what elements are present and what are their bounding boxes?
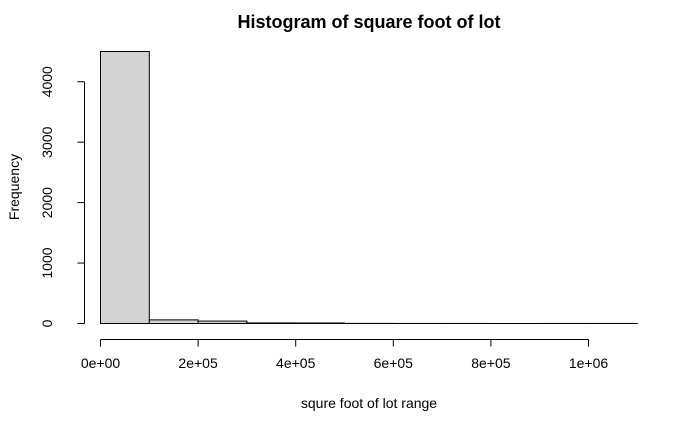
x-axis: 0e+00 2e+05 4e+05 6e+05 8e+05 1e+06 [81, 339, 609, 371]
x-tick-label: 2e+05 [178, 355, 218, 371]
x-tick-label: 0e+00 [81, 355, 121, 371]
x-tick-label: 4e+05 [276, 355, 316, 371]
x-axis-label: squre foot of lot range [301, 395, 437, 411]
y-tick-label: 0 [39, 319, 55, 327]
y-axis: 0 1000 2000 3000 4000 [39, 66, 85, 327]
y-tick-label: 3000 [39, 126, 55, 157]
y-tick-label: 4000 [39, 66, 55, 97]
chart-title: Histogram of square foot of lot [238, 12, 501, 32]
y-tick-label: 1000 [39, 247, 55, 278]
histogram-bar [100, 51, 150, 324]
x-tick-label: 1e+06 [569, 355, 609, 371]
x-tick-label: 6e+05 [374, 355, 414, 371]
y-axis-label: Frequency [6, 154, 22, 220]
bars-group [100, 51, 638, 325]
histogram-bar [148, 319, 199, 324]
y-tick-label: 2000 [39, 187, 55, 218]
x-tick-label: 8e+05 [471, 355, 511, 371]
